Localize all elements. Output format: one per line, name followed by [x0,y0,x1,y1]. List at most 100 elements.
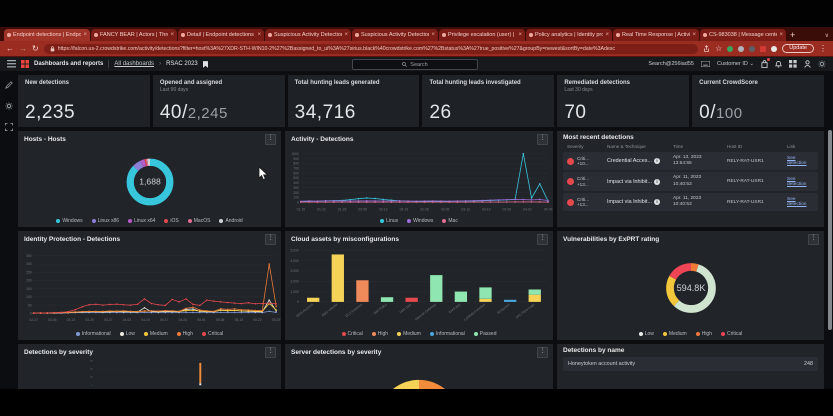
tab-close-icon[interactable]: × [518,32,522,38]
svg-text:AWS Account: AWS Account [295,302,314,318]
legend-item: Windows [407,218,433,224]
kpi-tile: Opened and assigned Last 90 days 40/2,245 [152,75,285,127]
legend-item: Critical [721,331,742,337]
table-header-row: Severity Name & Technique Time Host ID Link [563,143,818,150]
list-item[interactable]: Honeytoken account activity 248 [563,357,818,371]
tab-close-icon[interactable]: × [779,32,783,38]
global-search-input[interactable]: Search [352,59,478,70]
falcon-apps-icon[interactable] [21,60,29,68]
apps-grid-icon[interactable] [789,60,797,68]
svg-text:200: 200 [26,279,32,283]
tab-close-icon[interactable]: × [431,32,435,38]
host-id: RELY-RAT-USR1 [727,158,764,164]
see-detection-link[interactable]: See detection [787,156,807,167]
hamburger-menu-icon[interactable] [7,60,16,68]
fullscreen-expand-icon[interactable] [4,123,13,131]
browser-menu-kebab-icon[interactable]: ⋮ [819,43,827,53]
svg-text:02-05: 02-05 [358,207,367,211]
browser-tab[interactable]: Suspicious Activity Detection... × [265,29,351,41]
severity-critical-dot [567,178,574,186]
svg-text:IAM Policy: IAM Policy [373,302,388,315]
panel-menu-kebab-icon[interactable]: ⋮ [537,347,548,358]
tab-close-icon[interactable]: × [83,32,87,38]
extension-icon[interactable] [738,45,745,52]
legend-item: Medium [662,331,687,337]
keyboard-icon[interactable] [700,61,710,67]
notifications-bell-icon[interactable] [775,60,782,68]
svg-text:04-02: 04-02 [523,207,532,211]
svg-text:02-26: 02-26 [420,207,429,211]
browser-tab[interactable]: Detail | Endpoint detections |... × [178,29,264,41]
panel-cloud-assets: Cloud assets by misconfigurations ⋮ 0 1,00… [285,231,553,340]
tab-label: Real Time Response | Activity [622,32,691,38]
rail-settings-gear-icon[interactable] [4,102,13,110]
activity-line-chart: 0 100 200 300 400 500 600 700 800 900 1000 01-15 01-… [285,146,553,217]
browser-tab[interactable]: FANCY BEAR | Actors | Threa...× [91,29,177,41]
legend-label: Informational [435,331,465,337]
customer-id-menu[interactable]: Customer ID ⌄ [716,61,754,67]
browser-tab[interactable]: Endpoint detections | Endpoi... × [4,29,90,41]
extension-icon[interactable] [760,45,767,52]
settings-gear-icon[interactable] [818,60,826,68]
panel-menu-kebab-icon[interactable]: ⋮ [265,347,276,358]
detection-name: Impact via Inhibit... i [607,199,669,206]
svg-text:300: 300 [293,186,299,190]
extension-icon[interactable] [727,45,734,52]
address-bar[interactable]: https://falcon.us-2.crowdstrike.com/acti… [43,43,699,54]
tab-close-icon[interactable]: × [344,32,348,38]
see-detection-link[interactable]: See detection [787,176,807,187]
panel-menu-kebab-icon[interactable]: ⋮ [537,234,548,245]
svg-text:0: 0 [92,385,93,387]
legend-item: Linux x64 [128,218,155,224]
chrome-update-button[interactable]: Update [782,43,814,54]
see-detection-link[interactable]: See detection [787,197,807,208]
browser-tab[interactable]: Privilege escalation (user) | Id...× [439,29,525,41]
info-icon[interactable]: i [653,199,660,206]
panel-menu-kebab-icon[interactable]: ⋮ [537,134,548,145]
legend-label: High [701,331,712,337]
browser-tab-strip: Endpoint detections | Endpoi... × FANCY BE… [0,27,833,41]
reload-icon[interactable]: ↻ [32,43,39,53]
app-header: Dashboards and reports All dashboards › … [0,56,833,71]
account-name[interactable]: Search@256iad55 [648,61,694,67]
tab-search-chevron-icon[interactable]: ∨ [824,33,829,39]
tab-label: Privilege escalation (user) | Id... [448,32,516,38]
svg-text:05-01: 05-01 [197,318,206,322]
bookmark-icon[interactable] [202,60,208,68]
user-icon[interactable] [804,60,811,68]
table-row: Criti... +13... Impact via Inhibit... i Apr.… [563,172,818,191]
legend-label: Linux x64 [134,218,156,224]
breadcrumb-all-dashboards[interactable]: All dashboards [114,61,155,67]
new-tab-button[interactable]: + [790,30,796,40]
forward-icon[interactable]: → [19,43,27,53]
panel-menu-kebab-icon[interactable]: ⋮ [265,234,276,245]
browser-tab[interactable]: Suspicious Activity Detection... × [352,29,438,41]
panel-menu-kebab-icon[interactable]: ⋮ [808,234,819,245]
svg-text:02-19: 02-19 [400,207,409,211]
back-icon[interactable]: ← [6,43,14,53]
share-icon[interactable] [703,45,710,52]
tab-favicon [268,33,272,37]
legend-item: Android [219,218,243,224]
letterbox-bottom [0,389,833,416]
svg-text:02-12: 02-12 [379,207,388,211]
extension-icon[interactable] [749,45,756,52]
profile-avatar[interactable] [771,45,778,52]
tab-close-icon[interactable]: × [692,32,696,38]
info-icon[interactable]: i [653,158,660,165]
legend-label: Low [644,331,654,337]
tab-close-icon[interactable]: × [170,32,174,38]
info-icon[interactable]: i [653,178,660,185]
svg-text:3,000: 3,000 [290,269,299,273]
tab-close-icon[interactable]: × [257,32,261,38]
bookmark-star-icon[interactable]: ☆ [715,43,723,53]
browser-tab[interactable]: Policy analytics | Identity pro... × [526,29,612,41]
support-bag-icon[interactable] [761,58,770,68]
tab-close-icon[interactable]: × [605,32,609,38]
legend-label: Medium [668,331,687,337]
panel-menu-kebab-icon[interactable]: ⋮ [265,134,276,145]
scrollbar-thumb[interactable] [828,130,832,330]
browser-tab[interactable]: Real Time Response | Activity × [613,29,699,41]
edit-pencil-icon[interactable] [4,81,13,89]
browser-tab[interactable]: CS-983038 | Message cente... × [700,29,786,41]
